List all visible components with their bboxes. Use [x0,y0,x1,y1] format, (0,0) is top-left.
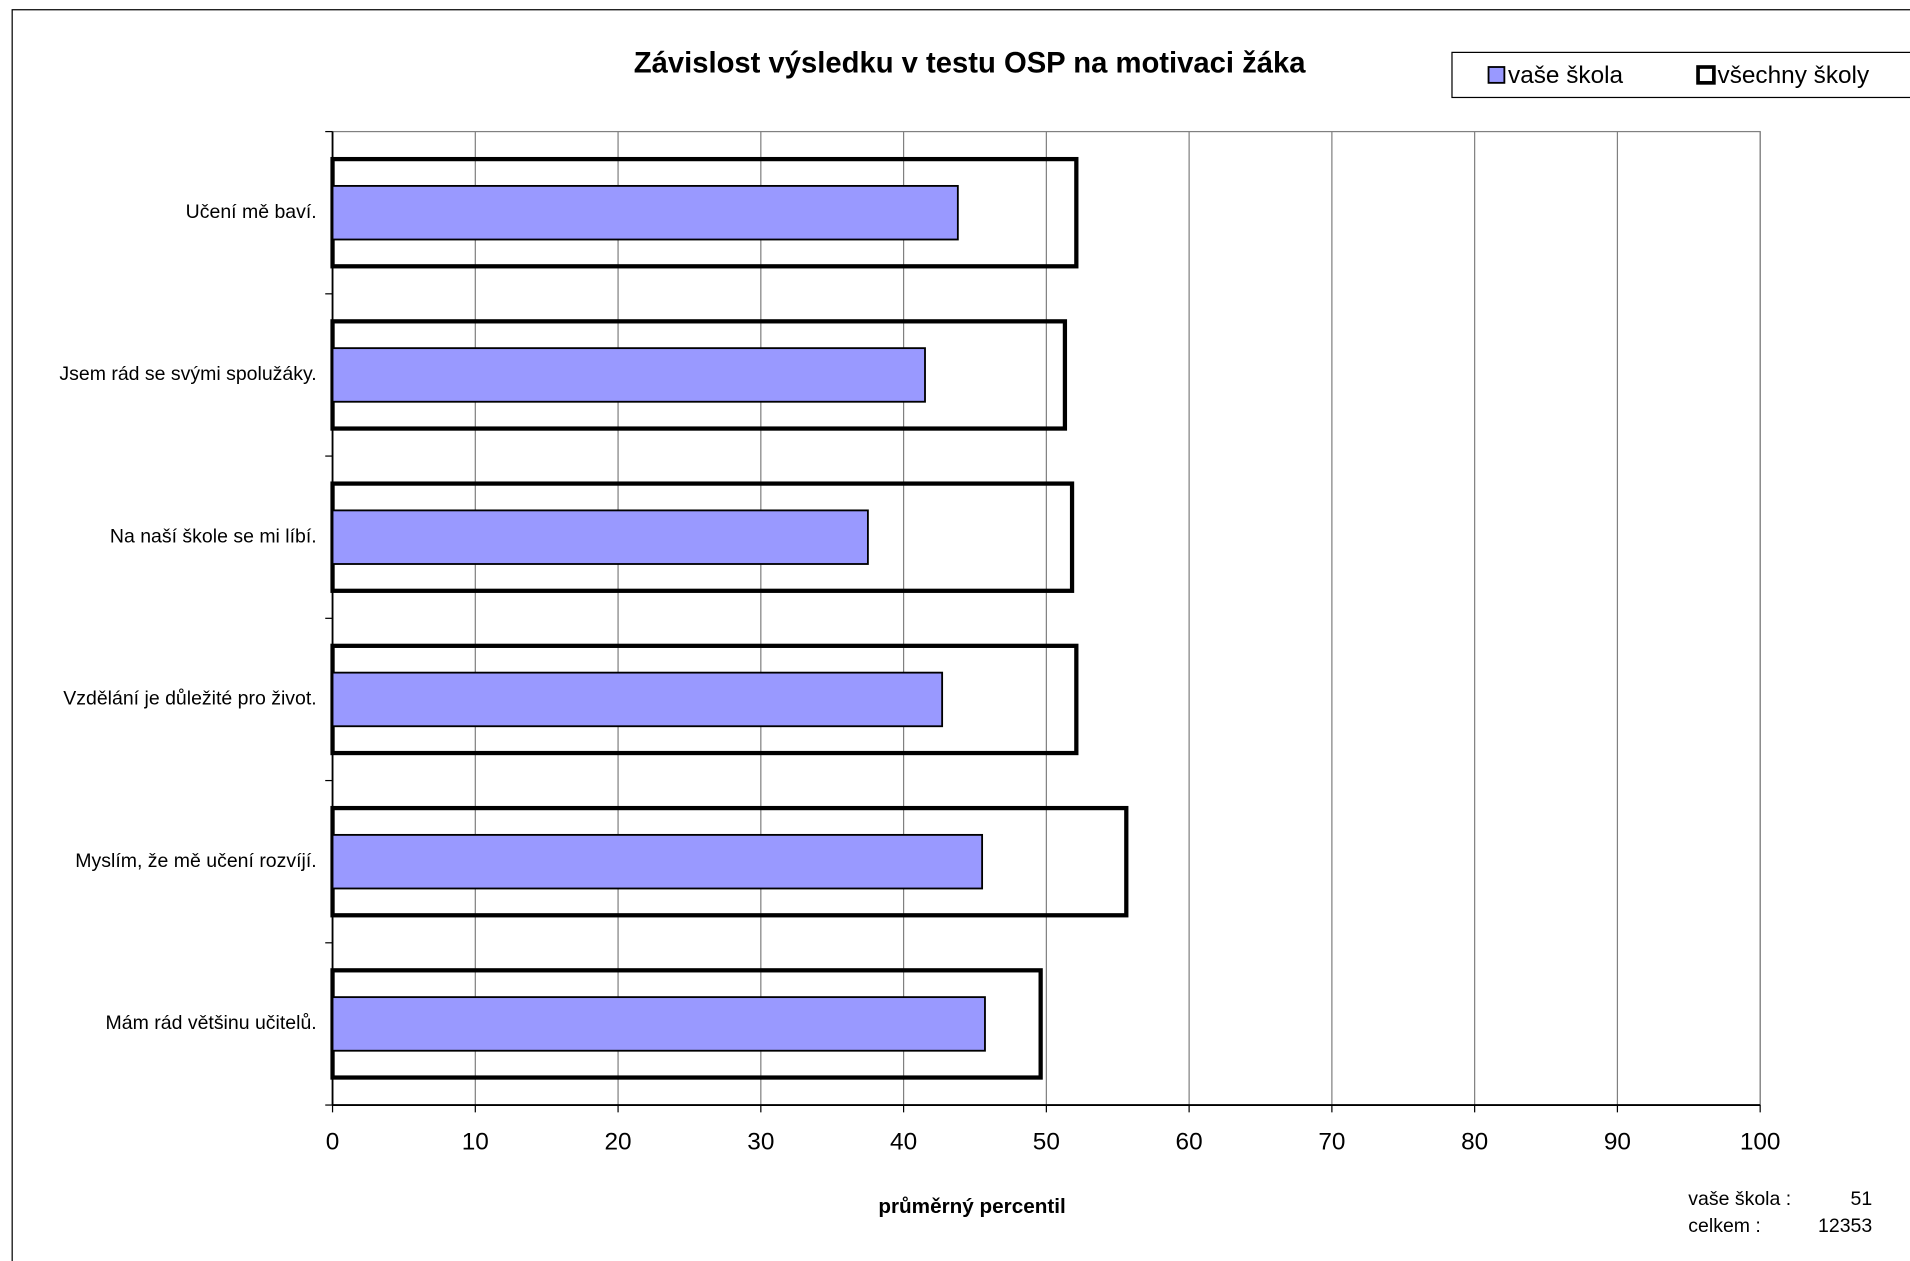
legend-label: vaše škola [1508,62,1624,89]
y-tick-label: Jsem rád se svými spolužáky. [59,363,316,385]
x-tick-label: 60 [1176,1128,1203,1155]
footer-label: vaše škola : [1688,1188,1791,1210]
y-tick-label: Vzdělání je důležité pro život. [63,688,316,710]
legend-label: všechny školy [1718,62,1870,89]
bar [331,347,926,403]
x-tick-label: 50 [1033,1128,1060,1155]
x-axis-label: průměrný percentil [878,1195,1065,1218]
x-tick-label: 10 [462,1128,489,1155]
y-tick-label: Mám rád většinu učitelů. [106,1012,317,1034]
y-tick-label: Myslím, že mě učení rozvíjí. [75,850,316,872]
legend-swatch [1696,65,1716,85]
footer-label: celkem : [1688,1215,1761,1237]
bar [331,996,986,1052]
footer-value: 51 [1851,1188,1873,1210]
legend-box [1451,51,1910,99]
chart-title: Závislost výsledku v testu OSP na motiva… [634,47,1306,79]
y-tick-label: Učení mě baví. [186,201,317,223]
bar [331,833,984,890]
bar [331,671,944,728]
x-tick-label: 30 [747,1128,774,1155]
bar [331,509,869,565]
x-tick-label: 70 [1318,1128,1345,1155]
x-tick-label: 20 [605,1128,632,1155]
y-tick-label: Na naší škole se mi líbí. [110,525,317,547]
legend-swatch [1487,66,1506,84]
x-tick-label: 100 [1740,1128,1781,1155]
x-tick-label: 40 [890,1128,917,1155]
x-tick-label: 0 [326,1128,340,1155]
bar [331,184,959,241]
footer-value: 12353 [1818,1215,1872,1237]
x-tick-label: 90 [1604,1128,1631,1155]
x-tick-label: 80 [1461,1128,1488,1155]
